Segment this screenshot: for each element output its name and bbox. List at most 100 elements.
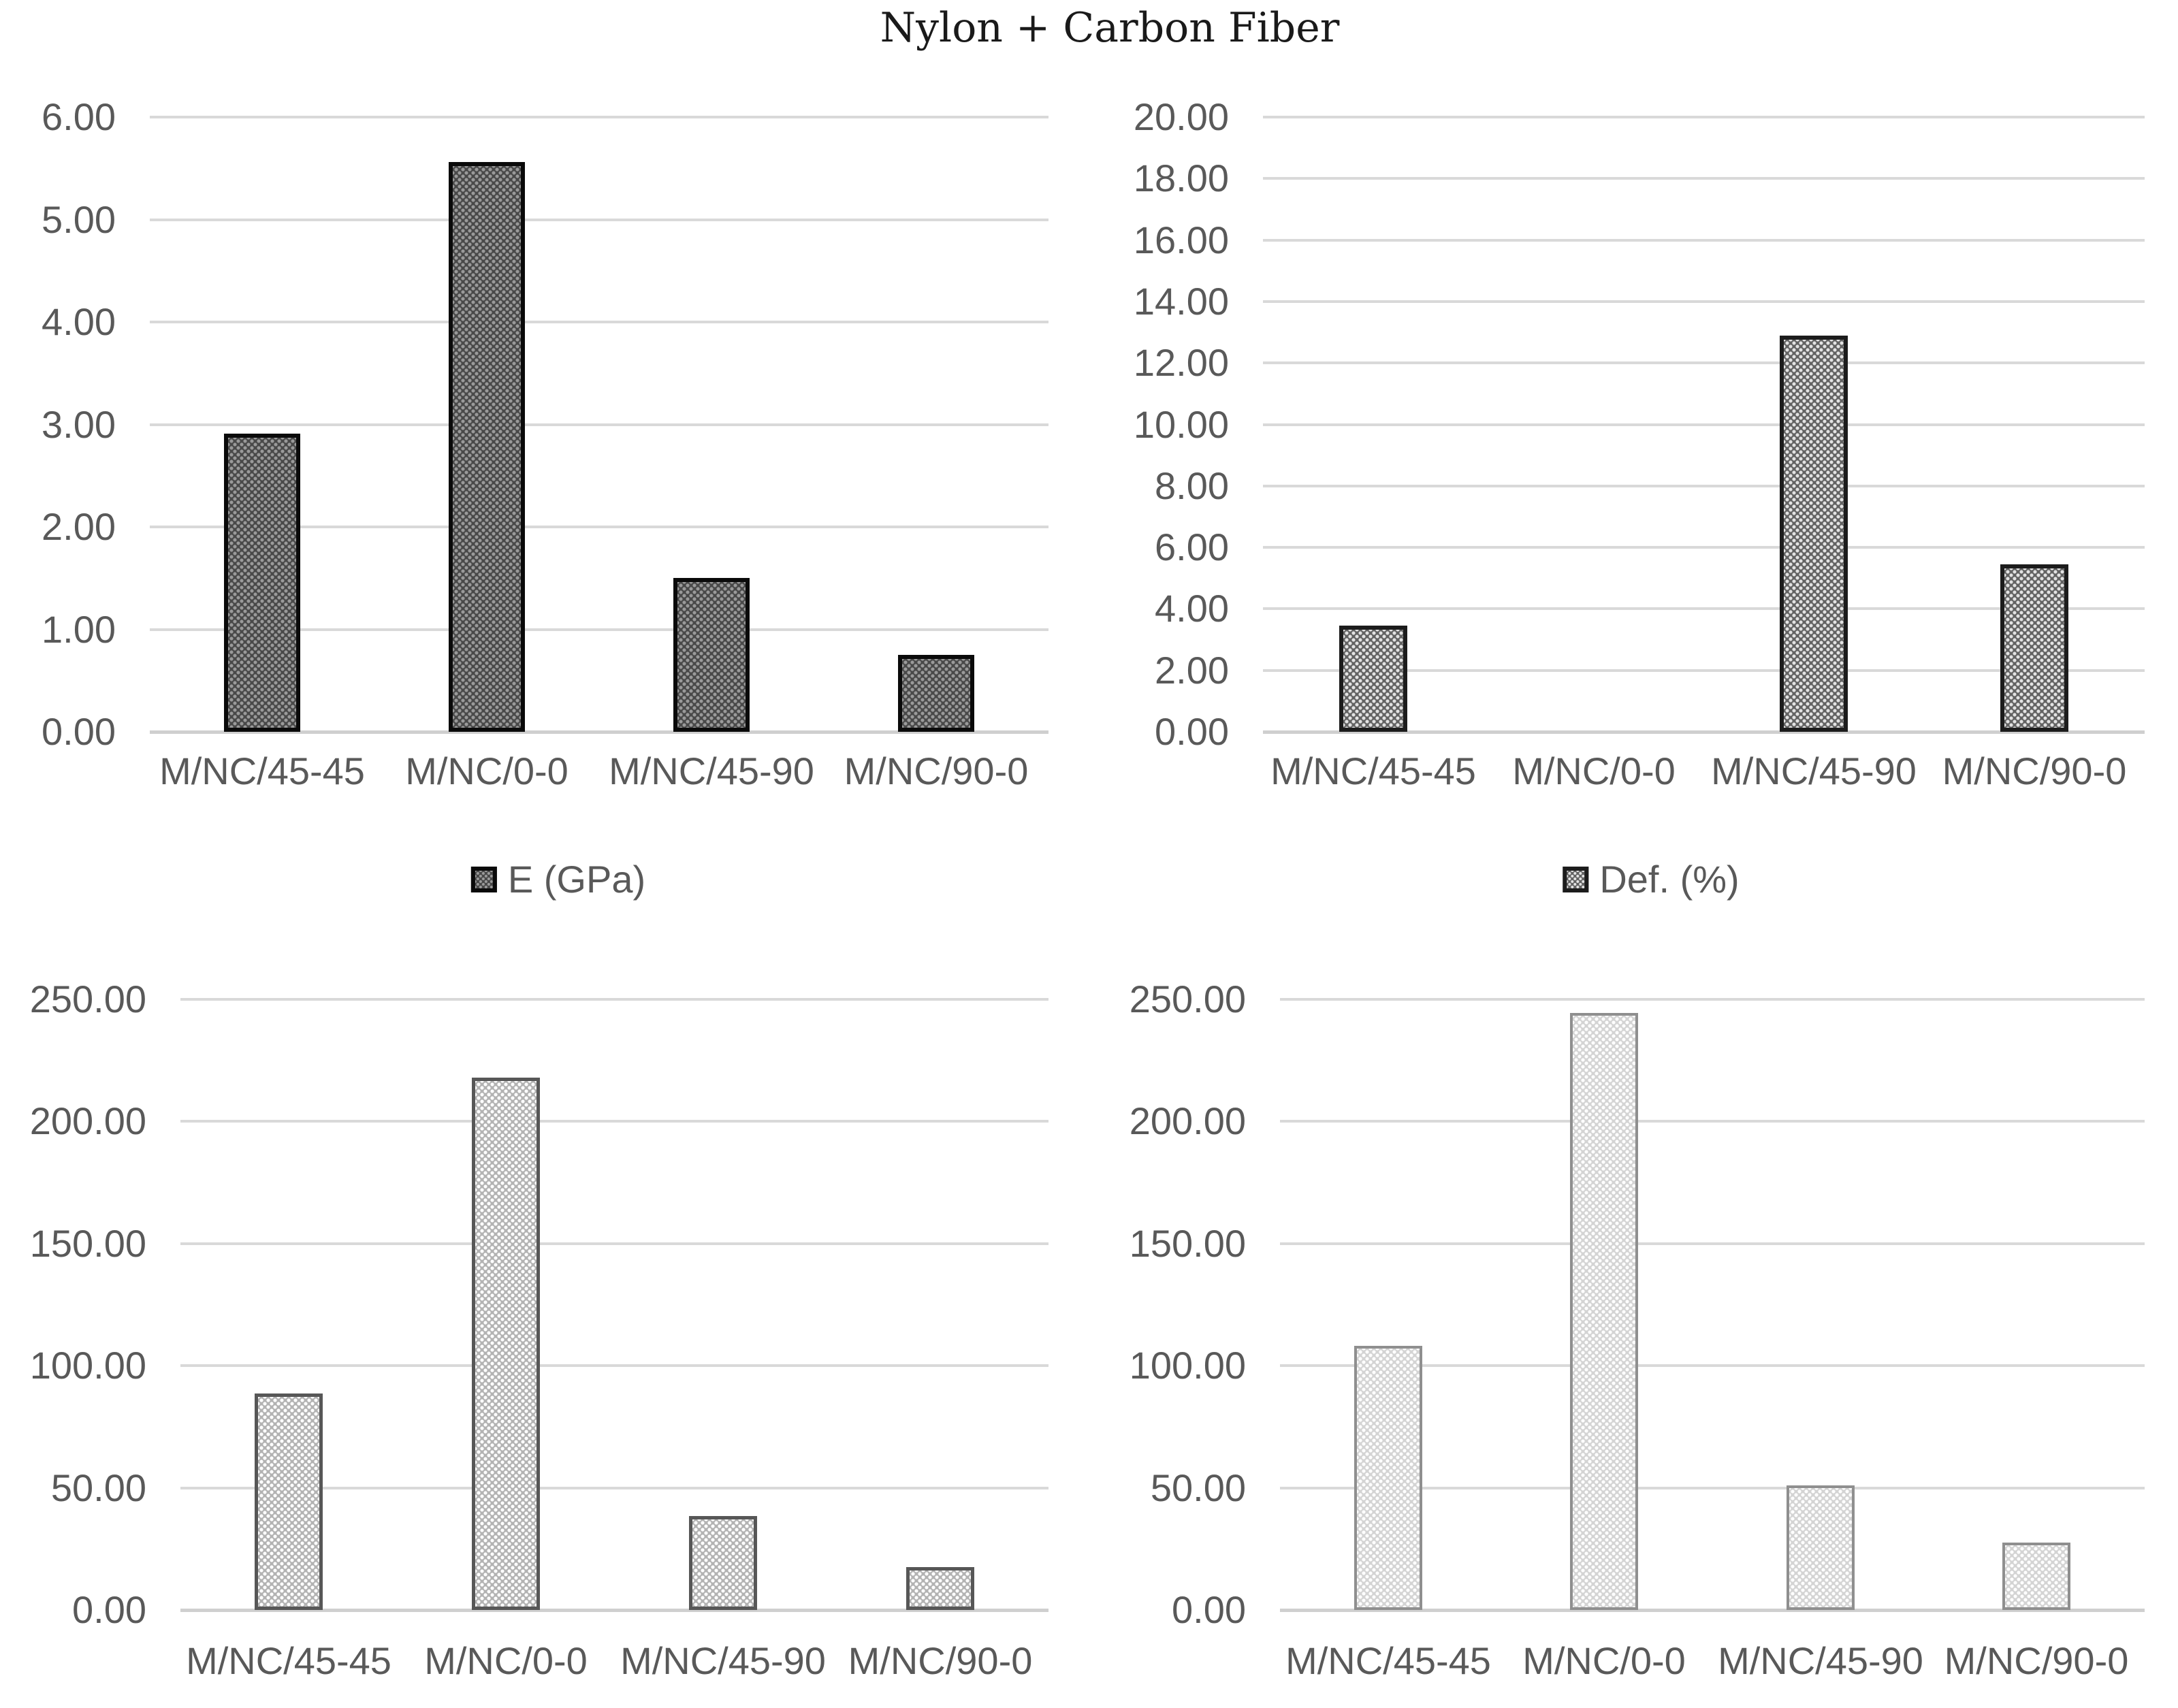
bar-M-NC-0-0 [449,162,525,732]
bar-M-NC-90-0 [2002,1543,2070,1610]
gridline [180,998,1048,1001]
bar-M-NC-45-45 [1339,626,1407,732]
y-tick-label: 100.00 [29,1344,146,1387]
gridline [1280,1242,2145,1245]
gridline [1280,998,2145,1001]
bar-M-NC-45-45 [224,434,300,732]
gridline [1263,546,2145,549]
gridline [1263,669,2145,672]
gridline [1280,1487,2145,1489]
y-tick-label: 150.00 [1129,1222,1246,1265]
gridline [150,526,1048,528]
y-tick-label: 14.00 [1133,280,1229,323]
x-category-label: M/NC/0-0 [1522,1639,1686,1682]
y-tick-label: 200.00 [29,1099,146,1142]
x-category-label: M/NC/90-0 [1942,750,2127,792]
gridline [180,1120,1048,1123]
bar-M-NC-45-90 [1780,336,1848,732]
legend-label: Def. (%) [1599,858,1740,901]
y-tick-label: 0.00 [1172,1588,1246,1631]
bar-M-NC-45-90 [689,1516,757,1610]
x-axis-line [1263,730,2145,734]
x-category-label: M/NC/45-90 [620,1639,826,1682]
gridline [180,1364,1048,1367]
y-tick-label: 16.00 [1133,219,1229,261]
y-tick-label: 4.00 [1155,587,1229,630]
gridline [150,321,1048,323]
bar-M-NC-90-0 [898,655,974,732]
gridline [150,116,1048,118]
y-tick-label: 50.00 [1150,1466,1246,1509]
x-category-label: M/NC/45-90 [1718,1639,1923,1682]
x-category-label: M/NC/45-90 [609,750,814,792]
legend-swatch [1563,867,1589,892]
y-tick-label: 4.00 [42,300,116,343]
x-category-label: M/NC/0-0 [1512,750,1676,792]
y-tick-label: 100.00 [1129,1344,1246,1387]
legend: Def. (%) [1563,858,1740,901]
gridline [1263,361,2145,364]
bar-M-NC-45-90 [673,578,750,732]
gridline [150,423,1048,426]
y-tick-label: 0.00 [72,1588,146,1631]
x-axis-line [150,730,1048,734]
legend-swatch [470,867,497,892]
y-tick-label: 250.00 [29,978,146,1020]
bar-M-NC-45-45 [255,1393,323,1610]
gridline [150,628,1048,631]
bar-M-NC-90-0 [906,1567,974,1610]
y-tick-label: 6.00 [1155,526,1229,568]
y-tick-label: 1.00 [42,608,116,651]
bar-M-NC-0-0 [1570,1013,1638,1610]
x-axis-line [1280,1609,2145,1612]
y-tick-label: 250.00 [1129,978,1246,1020]
bar-M-NC-90-0 [2000,564,2068,732]
x-category-label: M/NC/45-45 [186,1639,391,1682]
x-category-label: M/NC/90-0 [844,750,1029,792]
gridline [1263,116,2145,118]
x-category-label: M/NC/45-45 [1285,1639,1491,1682]
bar-M-NC-45-45 [1354,1346,1422,1610]
bar-M-NC-0-0 [472,1078,540,1610]
x-category-label: M/NC/45-45 [1270,750,1476,792]
y-tick-label: 3.00 [42,403,116,446]
y-tick-label: 50.00 [50,1466,146,1509]
x-category-label: M/NC/45-45 [159,750,365,792]
y-tick-label: 18.00 [1133,157,1229,199]
y-tick-label: 10.00 [1133,403,1229,446]
legend-label: E (GPa) [507,858,646,901]
y-tick-label: 200.00 [1129,1099,1246,1142]
y-tick-label: 20.00 [1133,95,1229,138]
bar-M-NC-45-90 [1787,1485,1855,1610]
gridline [1263,239,2145,242]
y-tick-label: 6.00 [42,95,116,138]
x-category-label: M/NC/0-0 [405,750,568,792]
gridline [1263,177,2145,180]
gridline [180,1487,1048,1489]
gridline [1263,300,2145,303]
y-tick-label: 2.00 [1155,649,1229,692]
y-tick-label: 12.00 [1133,341,1229,384]
x-category-label: M/NC/0-0 [424,1639,588,1682]
gridline [180,1242,1048,1245]
x-axis-line [180,1609,1048,1612]
gridline [1263,485,2145,487]
gridline [1280,1120,2145,1123]
gridline [150,219,1048,221]
y-tick-label: 8.00 [1155,464,1229,507]
figure-title: Nylon + Carbon Fiber [880,4,1340,52]
y-tick-label: 5.00 [42,198,116,241]
x-category-label: M/NC/45-90 [1711,750,1917,792]
gridline [1280,1364,2145,1367]
gridline [1263,607,2145,610]
y-tick-label: 2.00 [42,505,116,548]
y-tick-label: 150.00 [29,1222,146,1265]
gridline [1263,423,2145,426]
y-tick-label: 0.00 [1155,710,1229,753]
y-tick-label: 0.00 [42,710,116,753]
